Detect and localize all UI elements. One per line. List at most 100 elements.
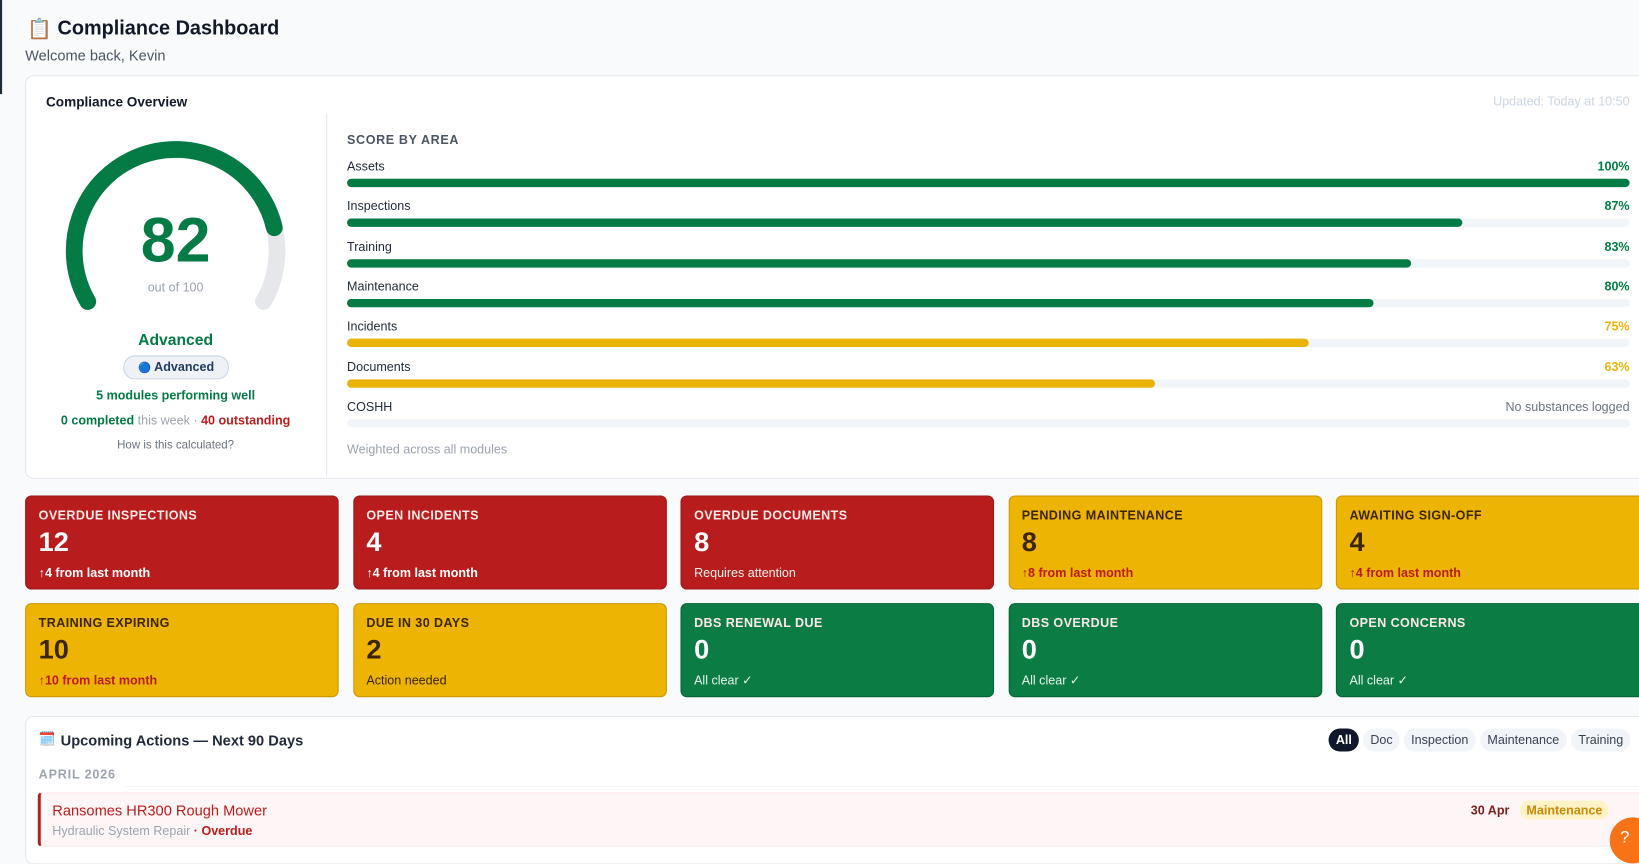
- area-name: Inspections: [347, 198, 411, 214]
- stat-value: 12: [38, 525, 69, 558]
- badge-icon: 🔵: [138, 362, 152, 375]
- this-week: this week ·: [137, 412, 198, 428]
- stat-card: DUE IN 30 DAYS 2 Action needed: [352, 603, 667, 698]
- area-track: [347, 378, 1630, 388]
- action-item[interactable]: Ransomes HR300 Rough Mower Hydraulic Syst…: [37, 792, 1639, 847]
- score-value: 82: [140, 204, 211, 275]
- completed: 0 completed: [60, 412, 135, 428]
- area-label: 80%: [1604, 278, 1630, 294]
- stat-title: DBS OVERDUE: [1021, 615, 1119, 631]
- badge-text: Advanced: [154, 359, 215, 375]
- stat-card: TRAINING EXPIRING 10 ↑10 from last month: [25, 603, 339, 698]
- stat-value: 8: [1021, 525, 1037, 558]
- stat-card: AWAITING SIGN-OFF 4 ↑4 from last month: [1335, 495, 1639, 590]
- stat-value: 0: [1021, 633, 1037, 665]
- area-name: Assets: [347, 158, 385, 174]
- updated-time: Updated: Today at 10:50: [1493, 94, 1630, 109]
- stat-card: OVERDUE DOCUMENTS 8 Requires attention: [680, 495, 995, 590]
- modules-note: 5 modules performing well: [96, 387, 256, 403]
- stat-note: All clear ✓: [1021, 673, 1081, 688]
- level: Advanced: [138, 331, 214, 350]
- overview-card: [25, 75, 1639, 479]
- area-bar: [347, 338, 1309, 348]
- action-sub: Hydraulic System Repair · Overdue: [52, 824, 252, 839]
- outstanding: 40 outstanding: [201, 412, 291, 428]
- area-bar: [347, 298, 1374, 308]
- stat-card: DBS RENEWAL DUE 0 All clear ✓: [680, 603, 995, 698]
- areas-footnote: Weighted across all modules: [347, 442, 508, 457]
- areas: Assets 100% Inspections 87% Training 83% Maint…: [347, 159, 1630, 441]
- area-bar: [347, 258, 1412, 268]
- stat-value: 2: [366, 633, 382, 665]
- area-name: Maintenance: [347, 278, 419, 294]
- filter-chip[interactable]: Inspection: [1403, 728, 1476, 752]
- stat-title: DBS RENEWAL DUE: [694, 615, 823, 631]
- page-subtitle: Welcome back, Kevin: [25, 47, 166, 64]
- upcoming-title: Upcoming Actions — Next 90 Days: [60, 731, 304, 749]
- stat-card: OPEN CONCERNS 0 All clear ✓: [1335, 603, 1639, 698]
- sidebar-edge: [0, 0, 3, 95]
- month-rule: [125, 786, 1639, 788]
- area-track: [347, 178, 1630, 188]
- stat-card: DBS OVERDUE 0 All clear ✓: [1008, 603, 1322, 698]
- score-caption: out of 100: [71, 280, 280, 295]
- header-icon: 📋: [27, 18, 52, 41]
- stat-title: DUE IN 30 DAYS: [366, 615, 470, 631]
- filter-chip[interactable]: Maintenance: [1480, 728, 1567, 752]
- page-title: Compliance Dashboard: [57, 17, 280, 40]
- stat-title: TRAINING EXPIRING: [38, 615, 170, 631]
- area-track: [347, 258, 1630, 268]
- area-label: No substances logged: [1505, 399, 1630, 414]
- stat-note: ↑4 from last month: [1349, 565, 1461, 581]
- filter-chip[interactable]: Doc: [1363, 728, 1400, 752]
- area-name: Documents: [347, 359, 411, 374]
- stat-value: 10: [38, 633, 69, 665]
- area-label: 75%: [1604, 319, 1630, 334]
- how-link[interactable]: How is this calculated?: [117, 439, 235, 452]
- area-bar: [347, 218, 1463, 228]
- stat-value: 4: [366, 525, 382, 558]
- area-label: 87%: [1604, 198, 1630, 214]
- gauge-fill: [65, 141, 283, 310]
- area-bar: [347, 178, 1630, 188]
- stat-title: OVERDUE INSPECTIONS: [38, 508, 198, 523]
- stat-value: 0: [1349, 633, 1365, 665]
- area-name: COSHH: [347, 399, 393, 414]
- area-track: [347, 338, 1630, 348]
- stat-title: AWAITING SIGN-OFF: [1349, 508, 1482, 523]
- area-name: Training: [347, 238, 392, 254]
- stat-value: 4: [1349, 525, 1365, 558]
- filter-chip[interactable]: All: [1328, 728, 1360, 752]
- stat-title: OPEN INCIDENTS: [366, 508, 479, 523]
- stat-card: OVERDUE INSPECTIONS 12 ↑4 from last month: [25, 495, 339, 590]
- activity: 0 completed this week · 40 outstanding: [19, 413, 333, 428]
- overview-title: Compliance Overview: [45, 94, 188, 110]
- stat-note: ↑10 from last month: [38, 673, 158, 688]
- stat-note: Requires attention: [694, 565, 796, 581]
- month-heading: APRIL 2026: [38, 767, 116, 782]
- action-tag: Maintenance: [1520, 800, 1609, 820]
- action-status: · Overdue: [193, 823, 253, 839]
- stat-title: OVERDUE DOCUMENTS: [694, 508, 848, 523]
- stat-value: 0: [694, 633, 710, 665]
- area-label: 63%: [1604, 359, 1630, 374]
- area-track: [347, 218, 1630, 228]
- area-label: 83%: [1604, 238, 1630, 254]
- stat-card: PENDING MAINTENANCE 8 ↑8 from last month: [1008, 495, 1322, 590]
- stat-note: All clear ✓: [694, 673, 753, 688]
- gauge: [65, 141, 286, 310]
- action-detail: Hydraulic System Repair: [52, 823, 191, 839]
- out-of: out of: [147, 280, 180, 295]
- stat-value: 8: [694, 525, 710, 558]
- area-track: [347, 298, 1630, 308]
- area-track: [347, 418, 1630, 428]
- stat-title: PENDING MAINTENANCE: [1021, 508, 1184, 523]
- score-max: 100: [182, 280, 204, 295]
- action-date: 30 Apr: [1470, 802, 1510, 818]
- stat-note: All clear ✓: [1349, 673, 1409, 688]
- divider: [326, 112, 328, 477]
- filter-chip[interactable]: Training: [1571, 728, 1631, 752]
- action-title: Ransomes HR300 Rough Mower: [52, 801, 268, 819]
